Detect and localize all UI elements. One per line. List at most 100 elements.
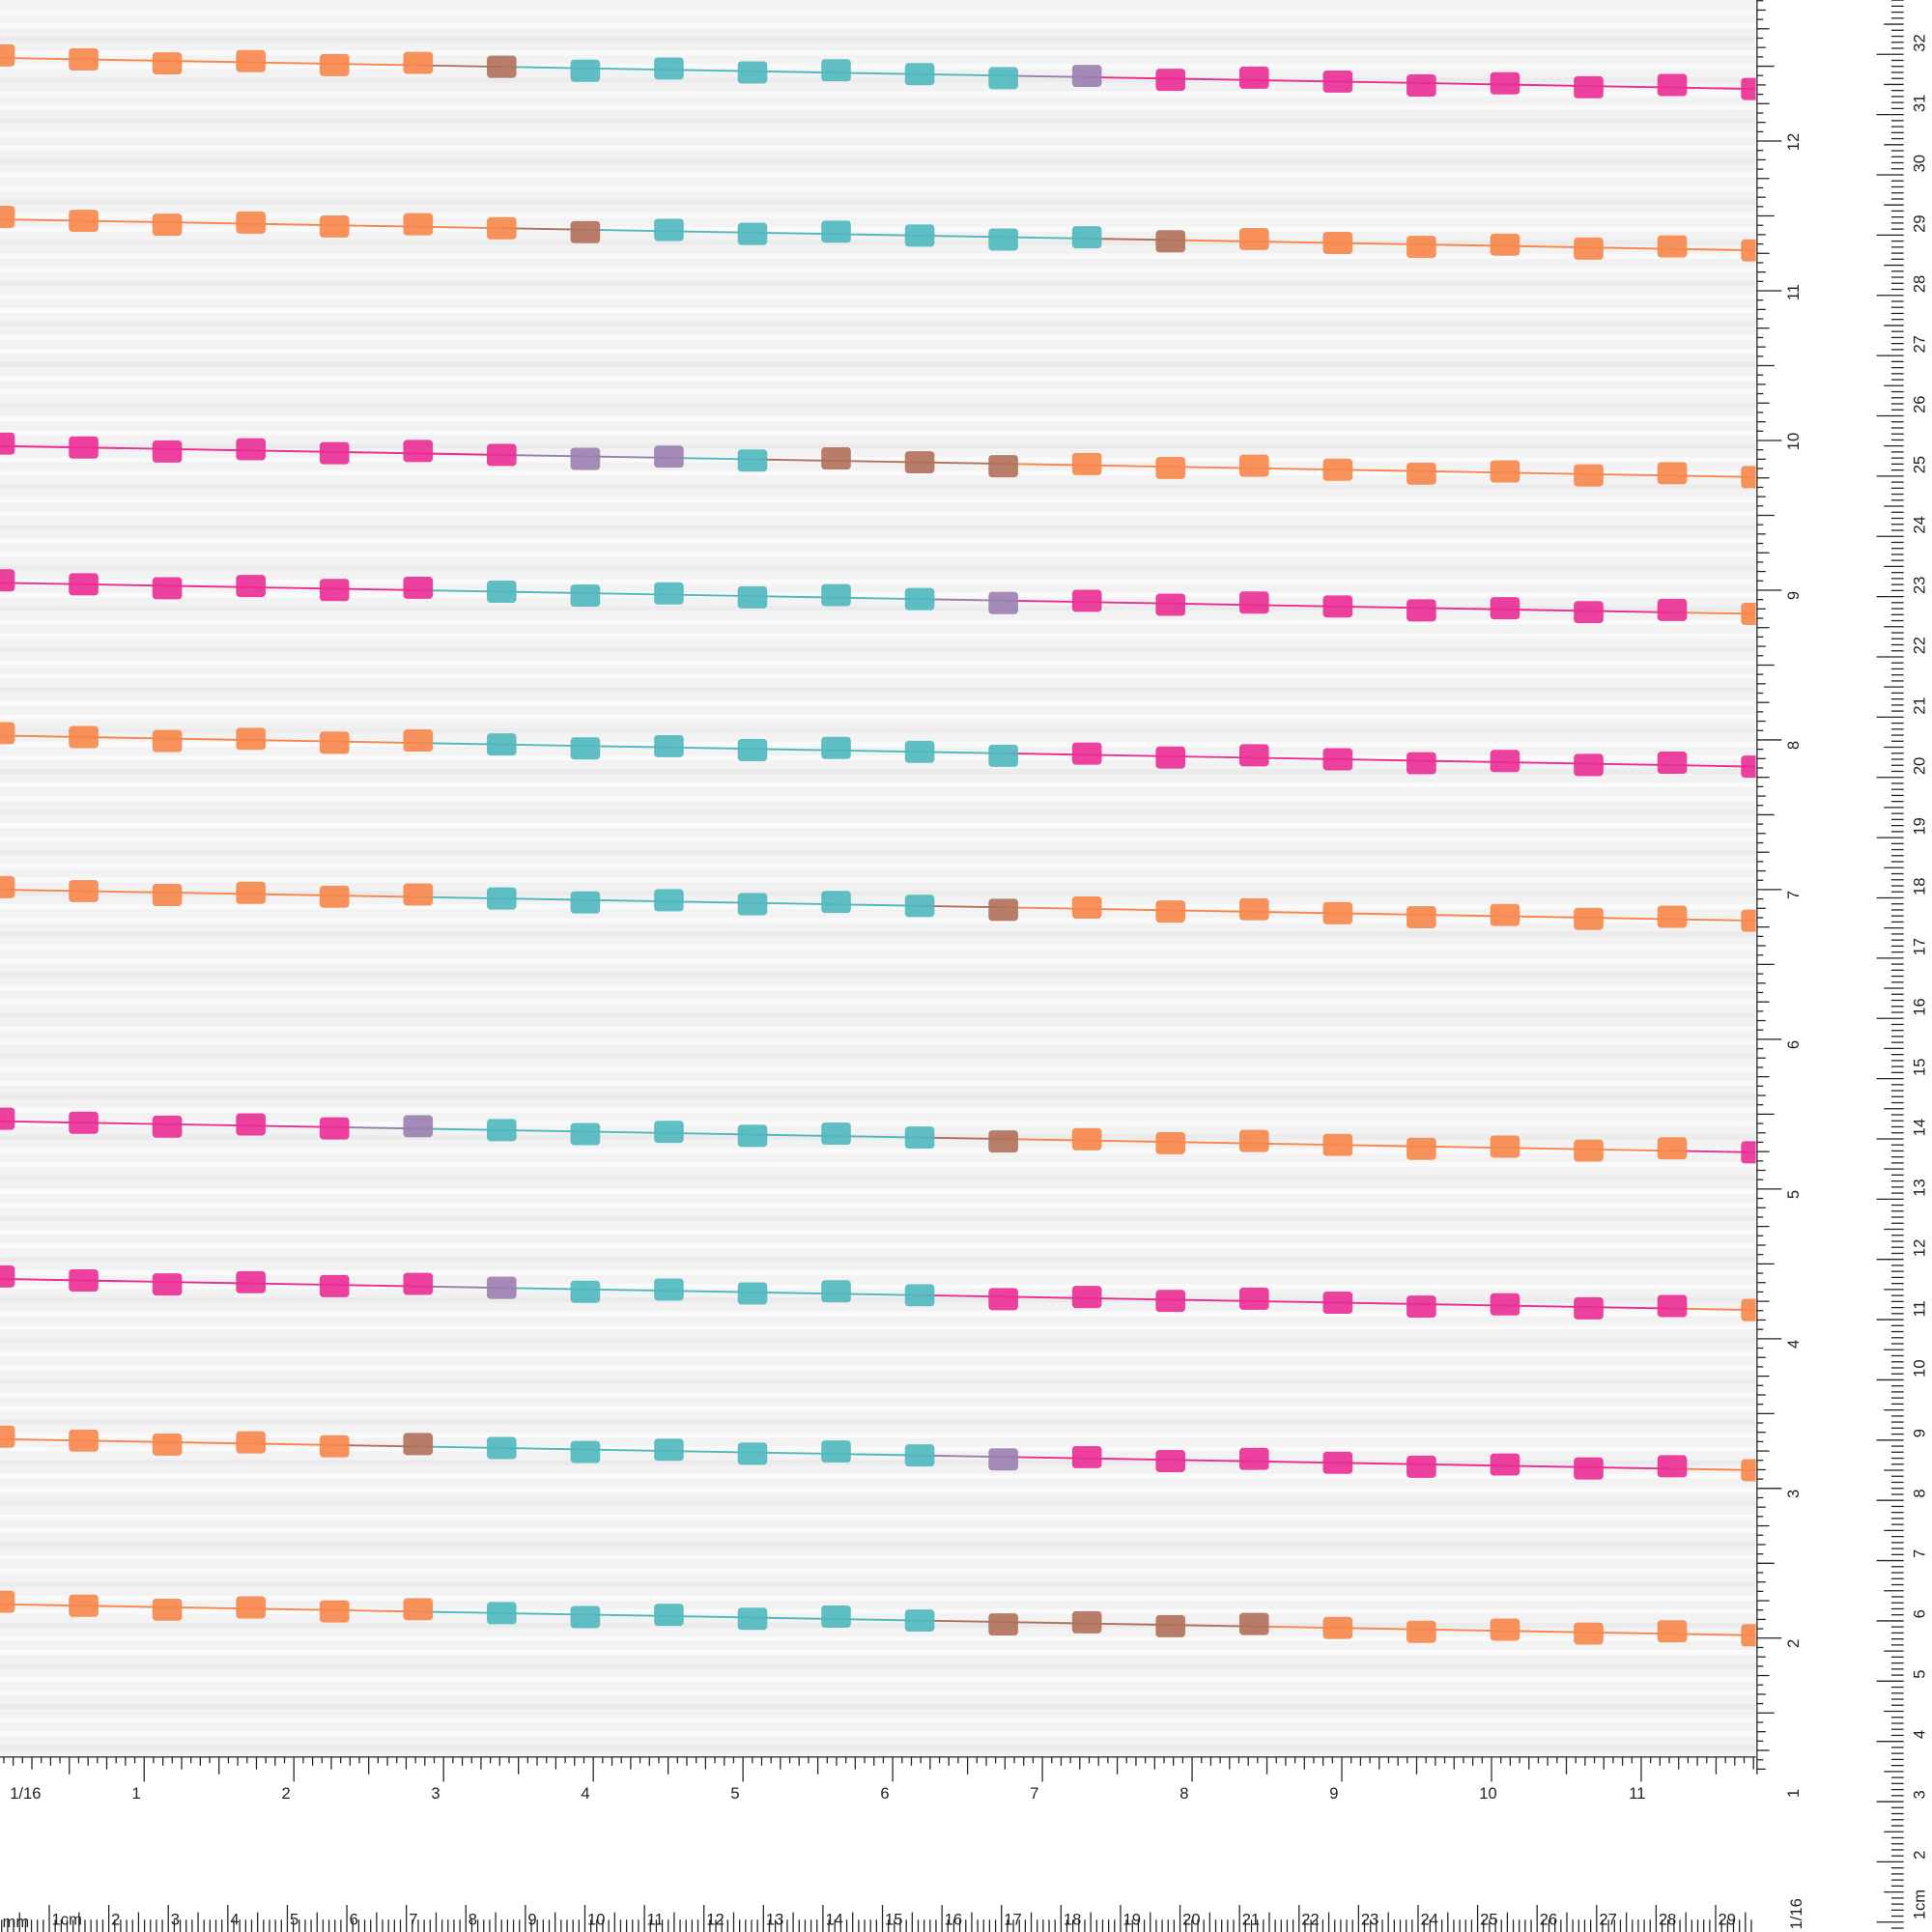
tuft	[821, 583, 851, 607]
tuft	[1238, 591, 1269, 614]
weave-stripe	[0, 1731, 1756, 1737]
weave-stripe	[0, 958, 1756, 964]
weave-stripe	[0, 1188, 1756, 1194]
tuft	[737, 1442, 768, 1465]
tuft	[654, 57, 684, 80]
tuft	[1071, 1286, 1102, 1309]
weave-stripe	[0, 795, 1756, 802]
tuft	[1238, 66, 1269, 89]
tuft	[236, 49, 266, 72]
ruler-label: 26	[1540, 1910, 1557, 1928]
tuft	[236, 1113, 266, 1136]
tuft	[1155, 593, 1186, 616]
tuft	[904, 895, 935, 918]
tuft	[1574, 75, 1604, 99]
tuft	[152, 213, 183, 237]
tuft	[69, 573, 99, 596]
ruler-label: 6	[880, 1784, 889, 1803]
ruler-label: 23	[1910, 577, 1928, 594]
tuft	[1574, 1622, 1604, 1645]
tuft	[403, 729, 434, 753]
tuft	[904, 224, 935, 247]
tuft	[654, 218, 684, 242]
ruler-label: 8	[469, 1910, 477, 1928]
tuft	[152, 440, 183, 463]
ruler-label: 7	[1784, 891, 1803, 899]
weave-stripe	[0, 172, 1756, 178]
tuft	[1490, 1453, 1520, 1476]
tuft	[236, 1431, 266, 1454]
tuft	[152, 729, 183, 753]
tuft	[570, 584, 601, 608]
weave-stripe	[0, 1622, 1756, 1628]
weave-stripe	[0, 497, 1756, 503]
ruler-label: 5	[730, 1784, 739, 1803]
tuft	[1071, 226, 1102, 249]
ruler-label: 28	[1659, 1910, 1676, 1928]
weave-stripe	[0, 1676, 1756, 1683]
ruler-label: 15	[1910, 1059, 1928, 1076]
weave-stripe	[0, 633, 1756, 639]
tuft	[319, 579, 350, 602]
tuft	[1238, 1129, 1269, 1152]
ruler-label: 1cm	[52, 1910, 82, 1928]
ruler-label: 11	[647, 1910, 664, 1928]
tuft	[487, 1602, 517, 1625]
weave-stripe	[0, 118, 1756, 124]
tuft	[319, 1274, 350, 1297]
weave-stripe	[0, 1257, 1756, 1263]
tuft	[236, 727, 266, 751]
tuft	[1238, 227, 1269, 250]
weave-stripe	[0, 823, 1756, 829]
tuft	[69, 48, 99, 71]
tuft	[570, 59, 601, 82]
tuft	[821, 891, 851, 914]
ruler-label: 22	[1301, 1910, 1319, 1928]
tuft	[737, 222, 768, 245]
tuft	[1657, 1294, 1688, 1318]
weave-stripe	[0, 1406, 1756, 1411]
weave-stripe	[0, 457, 1756, 463]
tuft	[1657, 905, 1688, 928]
ruler-label: 1/16	[1787, 1898, 1805, 1929]
ruler-label: 10	[1910, 1359, 1928, 1377]
tuft	[1406, 74, 1436, 97]
tuft	[988, 1130, 1018, 1153]
weave-stripe	[0, 1324, 1756, 1330]
weave-stripe	[0, 321, 1756, 327]
ruler-label: 9	[1329, 1784, 1338, 1803]
ruler-label: 27	[1599, 1910, 1616, 1928]
ruler-label: 22	[1910, 637, 1928, 654]
ruler-label: 3	[1784, 1490, 1803, 1498]
ruler-label: 7	[409, 1910, 417, 1928]
tuft	[1071, 452, 1102, 475]
weave-stripe	[0, 1568, 1756, 1574]
tuft	[0, 1107, 15, 1130]
tuft	[0, 569, 15, 592]
weave-stripe	[0, 362, 1756, 368]
weave-stripe	[0, 1690, 1756, 1696]
weave-stripe	[0, 1514, 1756, 1520]
weave-stripe	[0, 213, 1756, 218]
weave-stripe	[0, 1460, 1756, 1465]
weave-stripe	[0, 999, 1756, 1005]
tuft	[69, 879, 99, 902]
ruler-label: 23	[1361, 1910, 1378, 1928]
weave-stripe	[0, 741, 1756, 747]
tuft	[654, 1438, 684, 1462]
ruler-label: 2	[111, 1910, 120, 1928]
ruler-label: 12	[706, 1910, 724, 1928]
ruler-label: 24	[1421, 1910, 1438, 1928]
weave-stripe	[0, 1311, 1756, 1317]
ruler-label: 12	[1784, 133, 1803, 151]
ruler-label: 21	[1242, 1910, 1260, 1928]
weave-stripe	[0, 1202, 1756, 1208]
weave-stripe	[0, 1121, 1756, 1126]
weave-stripe	[0, 267, 1756, 272]
tuft	[1406, 236, 1436, 259]
ruler-label: 25	[1910, 456, 1928, 473]
tuft	[1657, 462, 1688, 485]
weave-stripe	[0, 877, 1756, 883]
weave-stripe	[0, 484, 1756, 490]
